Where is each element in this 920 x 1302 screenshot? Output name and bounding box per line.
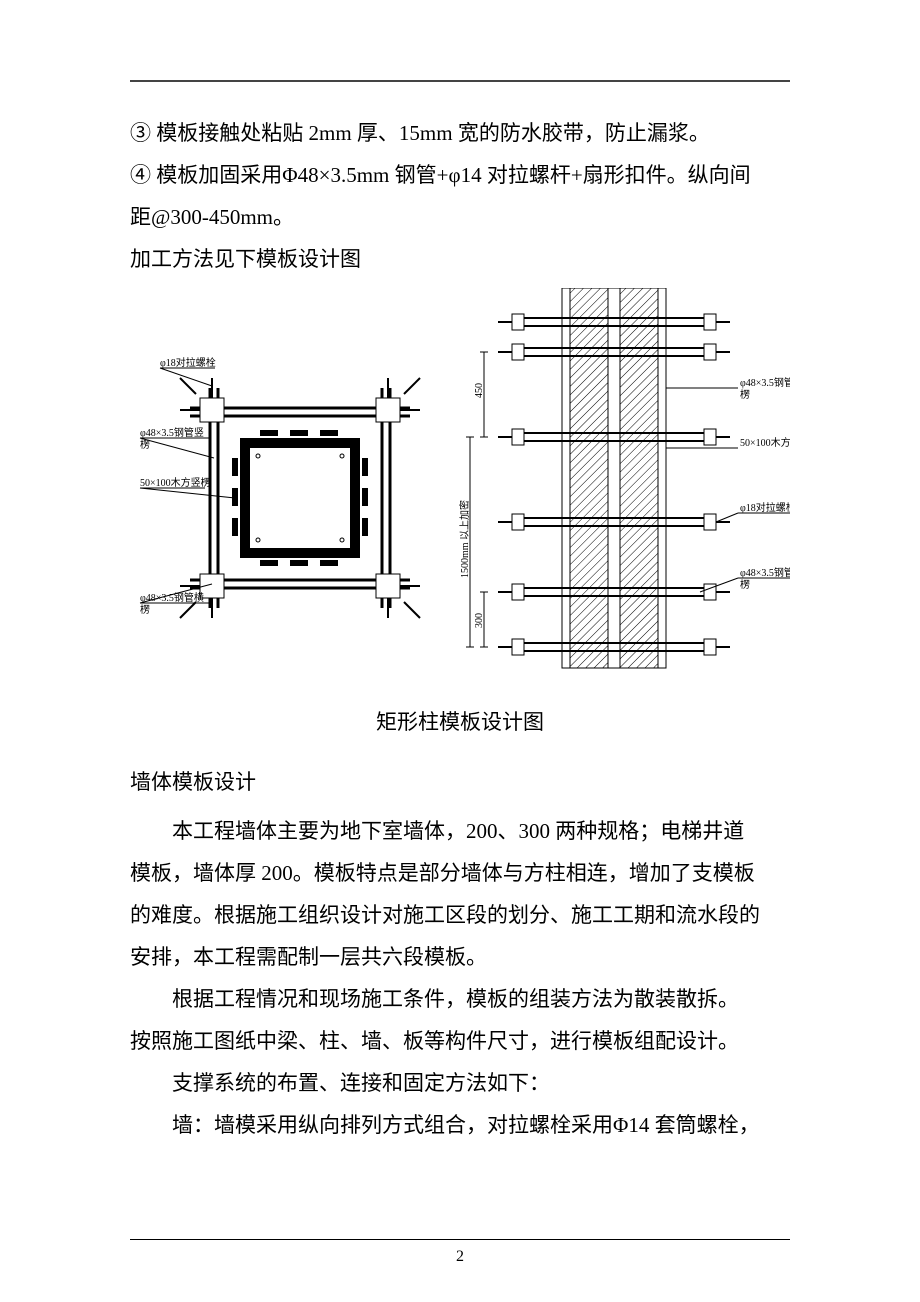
wall-p4: 墙：墙模采用纵向排列方式组合，对拉螺栓采用Φ14 套筒螺栓， bbox=[130, 1104, 790, 1146]
wall-p1b: 模板，墙体厚 200。模板特点是部分墙体与方柱相连，增加了支模板 bbox=[130, 852, 790, 894]
wall-p1c: 的难度。根据施工组织设计对施工区段的划分、施工工期和流水段的 bbox=[130, 894, 790, 936]
plan-label-wood: 50×100木方竖楞 bbox=[140, 476, 211, 489]
bottom-rule bbox=[130, 1239, 790, 1240]
elev-label-tube-h2: 楞 bbox=[740, 578, 750, 591]
dim-300: 300 bbox=[474, 613, 485, 628]
document-page: ③ 模板接触处粘贴 2mm 厚、15mm 宽的防水胶带，防止漏浆。 ④ 模板加固… bbox=[0, 0, 920, 1302]
elev-label-tube-v2: 楞 bbox=[740, 388, 750, 401]
wall-p2a: 根据工程情况和现场施工条件，模板的组装方法为散装散拆。 bbox=[130, 978, 790, 1020]
diagram-caption: 矩形柱模板设计图 bbox=[130, 706, 790, 736]
elev-label-tube-v: φ48×3.5钢管竖 bbox=[740, 376, 790, 389]
plan-label-tube-h: φ48×3.5钢管横 bbox=[140, 591, 204, 604]
wall-p3: 支撑系统的布置、连接和固定方法如下： bbox=[130, 1062, 790, 1104]
plan-label-tube-h2: 楞 bbox=[140, 603, 150, 616]
body-line-1: ③ 模板接触处粘贴 2mm 厚、15mm 宽的防水胶带，防止漏浆。 bbox=[130, 112, 790, 154]
elev-label-wood: 50×100木方竖楞 bbox=[740, 436, 790, 449]
dim-1500: 1500mm 以上加密 bbox=[458, 500, 471, 578]
wall-p1d: 安排，本工程需配制一层共六段模板。 bbox=[130, 936, 790, 978]
elev-label-bolt: φ18对拉螺栓 bbox=[740, 501, 790, 514]
formwork-diagram: φ18对拉螺栓 φ48×3.5钢管竖 楞 50×100木方竖楞 φ48×3.5钢… bbox=[130, 288, 790, 688]
plan-label-bolt: φ18对拉螺栓 bbox=[160, 356, 216, 369]
wall-section-title: 墙体模板设计 bbox=[130, 766, 790, 796]
top-rule bbox=[130, 80, 790, 82]
dim-450: 450 bbox=[474, 383, 485, 398]
plan-view: φ18对拉螺栓 φ48×3.5钢管竖 楞 50×100木方竖楞 φ48×3.5钢… bbox=[140, 356, 420, 618]
elev-label-tube-h: φ48×3.5钢管横 bbox=[740, 566, 790, 579]
page-number: 2 bbox=[0, 1248, 920, 1266]
plan-label-tube-v: φ48×3.5钢管竖 bbox=[140, 426, 204, 439]
body-line-2: ④ 模板加固采用Φ48×3.5mm 钢管+φ14 对拉螺杆+扇形扣件。纵向间 bbox=[130, 154, 790, 196]
wall-p1a: 本工程墙体主要为地下室墙体，200、300 两种规格；电梯井道 bbox=[130, 810, 790, 852]
plan-label-tube-v2: 楞 bbox=[140, 438, 150, 451]
body-line-3: 距@300-450mm。 bbox=[130, 196, 790, 238]
body-line-4: 加工方法见下模板设计图 bbox=[130, 238, 790, 280]
wall-p2b: 按照施工图纸中梁、柱、墙、板等构件尺寸，进行模板组配设计。 bbox=[130, 1020, 790, 1062]
elevation-view: 450 1500mm 以上加密 300 φ48×3.5钢管竖 楞 50×100木… bbox=[458, 288, 790, 668]
